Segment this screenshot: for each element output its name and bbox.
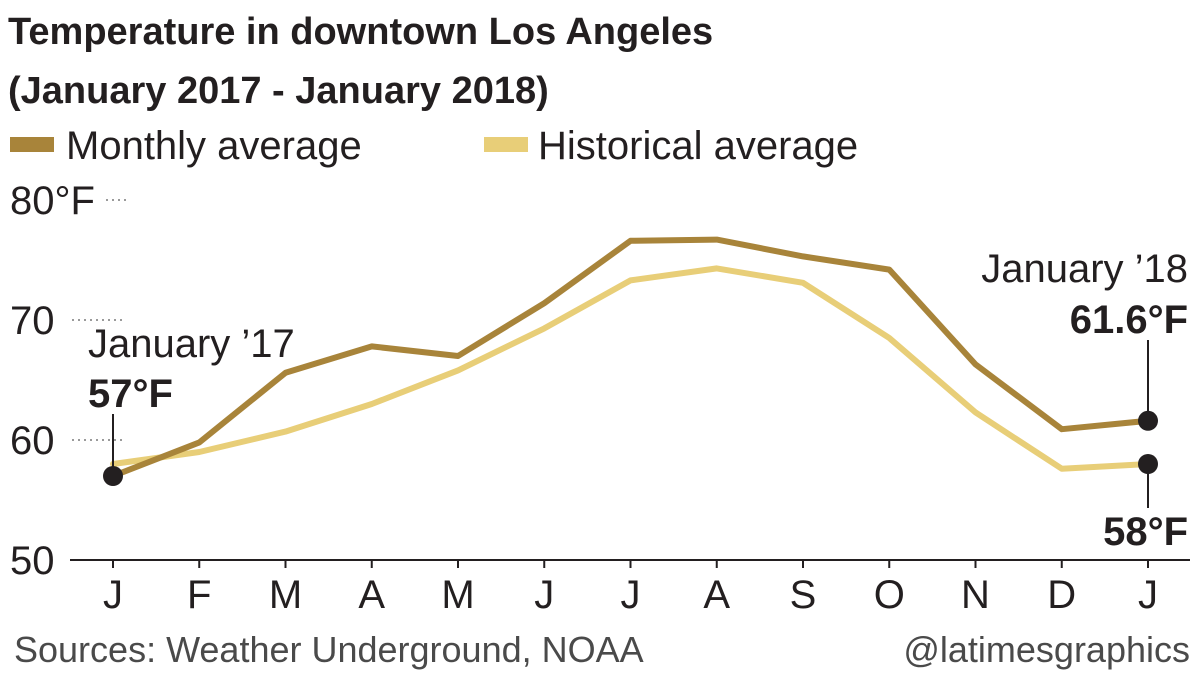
y-axis: 80°F 70 60 50	[10, 179, 126, 583]
footer-source: Sources: Weather Underground, NOAA	[14, 629, 644, 670]
legend-label-historical: Historical average	[538, 124, 858, 168]
annotation-end-monthly-value: 61.6°F	[1070, 298, 1188, 342]
x-tick-label: D	[1047, 573, 1076, 617]
footer-credit: @latimesgraphics	[903, 629, 1190, 670]
annotations: January ’17 57°F January ’18 61.6°F 58°F	[88, 247, 1188, 554]
annotation-start-label: January ’17	[88, 322, 295, 366]
x-tick-label: S	[790, 573, 817, 617]
x-tick-label: O	[874, 573, 905, 617]
x-tick-label: J	[1138, 573, 1158, 617]
y-tick-label-60: 60	[10, 419, 55, 463]
x-tick-label: J	[103, 573, 123, 617]
x-tick-label: F	[187, 573, 211, 617]
x-tick-label: J	[621, 573, 641, 617]
series-line-historical	[110, 265, 1151, 472]
x-tick-label: A	[703, 573, 730, 617]
series-line-monthly	[110, 236, 1151, 479]
x-tick-label: M	[441, 573, 474, 617]
chart-title: Temperature in downtown Los Angeles	[8, 11, 713, 53]
y-tick-label-50: 50	[10, 539, 55, 583]
annotation-start-value: 57°F	[88, 372, 173, 416]
chart-subtitle: (January 2017 - January 2018)	[8, 70, 549, 112]
x-tick-label: M	[269, 573, 302, 617]
dot-end-historical	[1138, 454, 1158, 474]
y-tick-label-80: 80°F	[10, 179, 95, 223]
dot-end-monthly	[1138, 410, 1158, 431]
annotation-end-label: January ’18	[981, 247, 1188, 291]
annotation-end-historical-value: 58°F	[1103, 510, 1188, 554]
legend-label-monthly: Monthly average	[66, 124, 362, 168]
y-tick-label-70: 70	[10, 299, 55, 343]
x-tick-label: A	[358, 573, 385, 617]
x-tick-label: N	[961, 573, 990, 617]
legend-swatch-historical	[484, 137, 528, 152]
legend-swatch-monthly	[10, 137, 54, 152]
legend: Monthly average Historical average	[10, 124, 858, 168]
x-tick-label: J	[534, 573, 554, 617]
dot-start	[103, 466, 123, 486]
